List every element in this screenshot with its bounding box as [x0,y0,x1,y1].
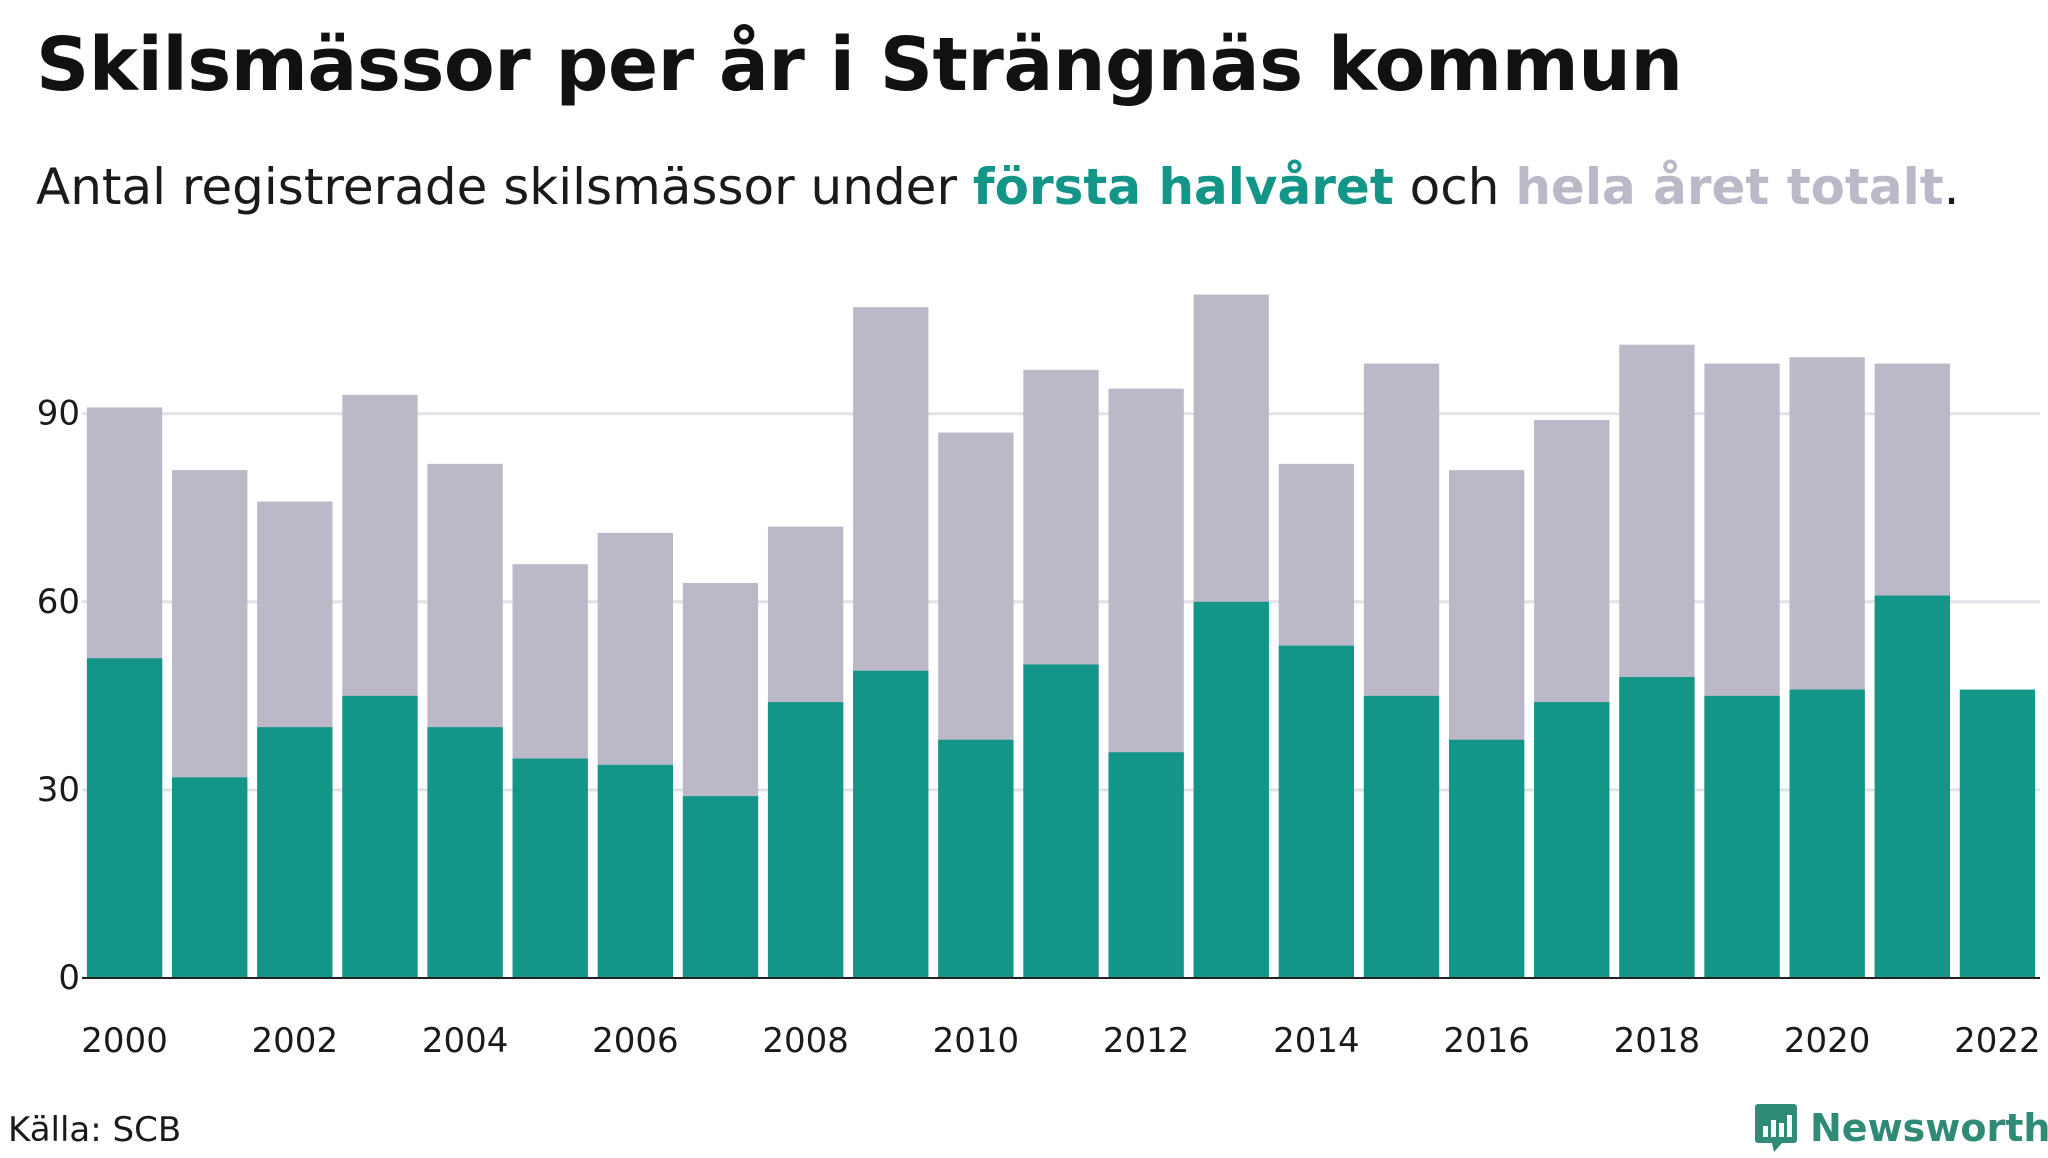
bar-first-half [1789,689,1865,978]
bar-first-half [682,796,759,978]
source-note: Källa: SCB [8,1110,182,1150]
subtitle-highlight-full-year: hela året totalt [1515,158,1944,216]
bar-first-half [853,670,929,978]
x-tick-label: 2022 [1954,1021,2041,1061]
x-tick-label: 2000 [81,1021,168,1061]
bar-first-half [257,727,333,978]
chart-title: Skilsmässor per år i Strängnäs kommun [36,22,1683,108]
bar-first-half [1534,702,1610,978]
x-tick-label: 2006 [592,1021,679,1061]
x-tick-label: 2016 [1443,1021,1530,1061]
x-tick-label: 2014 [1273,1021,1360,1061]
y-tick-label: 90 [37,394,80,434]
bar-first-half [597,764,674,978]
bar-first-half [1704,695,1780,978]
x-tick-label: 2004 [422,1021,509,1061]
bar-first-half [427,727,503,978]
x-tick-label: 2002 [252,1021,339,1061]
y-axis-tick-labels: 0 30 60 90 [37,394,80,998]
x-tick-label: 2018 [1614,1021,1701,1061]
bar-first-half [1874,595,1950,978]
bar-first-half [1108,752,1184,978]
x-tick-label: 2008 [762,1021,849,1061]
bar-first-half [1278,645,1355,978]
brand-logo: Newsworthy [1754,1098,2048,1158]
bar-first-half [1193,601,1269,978]
y-tick-label: 60 [37,582,80,622]
subtitle-text-middle: och [1393,158,1516,216]
y-tick-label: 0 [58,958,80,998]
bar-first-half [342,695,418,978]
bar-first-half [1619,677,1695,978]
brand-name: Newsworthy [1810,1106,2048,1150]
subtitle-highlight-first-half: första halvåret [972,158,1394,216]
y-tick-label: 30 [37,770,80,810]
first-half-bars [86,595,2036,978]
bar-first-half [172,777,248,978]
bar-first-half [1959,689,2036,978]
chart-subtitle: Antal registrerade skilsmässor under för… [36,158,1960,216]
bar-first-half [1448,739,1525,978]
x-tick-label: 2012 [1103,1021,1190,1061]
bar-first-half [1363,695,1440,978]
bar-first-half [767,702,844,978]
x-tick-label: 2020 [1784,1021,1871,1061]
x-axis-tick-labels: 2000 2002 2004 2006 2008 2010 2012 2014 2016 2018… [81,1021,2040,1061]
bar-first-half [86,658,163,978]
bar-first-half [938,739,1014,978]
subtitle-text-before: Antal registrerade skilsmässor under [36,158,973,216]
x-tick-label: 2010 [933,1021,1020,1061]
newsworthy-logo-icon [1755,1104,1797,1152]
subtitle-text-after: . [1943,158,1960,216]
bar-first-half [1023,664,1099,978]
bar-first-half [512,758,588,978]
